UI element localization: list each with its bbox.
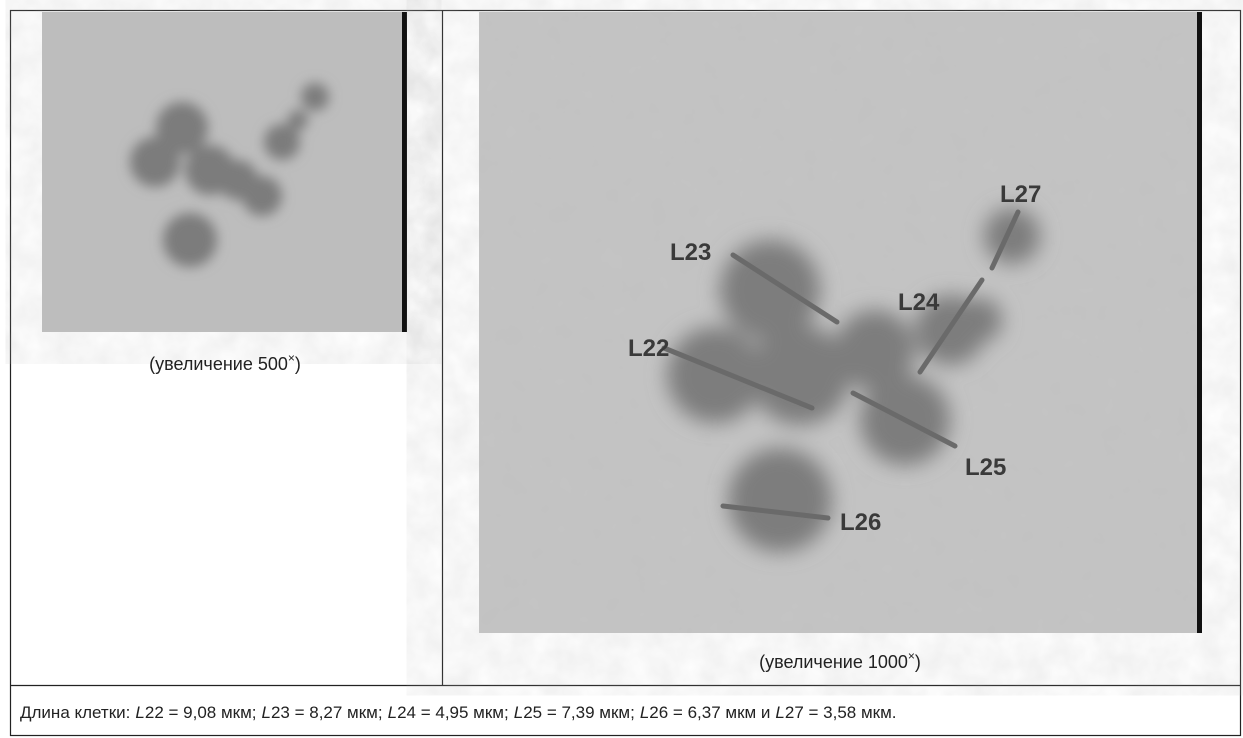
measure-label: L24: [898, 289, 940, 316]
footer-value: 24 = 4,95 мкм;: [397, 703, 509, 722]
footer-symbol: L: [514, 703, 523, 722]
caption-sup: ×: [908, 649, 915, 663]
footer-symbol: L: [135, 703, 144, 722]
measure-label: L22: [628, 335, 669, 362]
micrograph-500: [42, 12, 407, 332]
caption-text: ): [295, 354, 301, 374]
footer-symbol: L: [388, 703, 397, 722]
caption-sup: ×: [288, 351, 295, 365]
caption-text: (увеличение 1000: [759, 652, 908, 672]
table-frame: [9, 9, 1242, 737]
footer-value: 22 = 9,08 мкм;: [145, 703, 257, 722]
footer-value: 25 = 7,39 мкм;: [523, 703, 635, 722]
measure-label: L25: [965, 454, 1006, 481]
measure-lines: [661, 209, 1021, 521]
caption-text: (увеличение 500: [149, 354, 288, 374]
caption-text: ): [915, 652, 921, 672]
measure-label: L27: [1000, 181, 1041, 208]
footer-intro: Длина клетки:: [20, 703, 130, 722]
measure-label: L26: [840, 509, 881, 536]
measure-label: L23: [670, 239, 711, 266]
footer-symbol: L: [775, 703, 784, 722]
caption: (увеличение 1000×): [759, 649, 921, 672]
measure-labels: L22 L23 L24 L25 L26 L27: [628, 181, 1041, 536]
footer: Длина клетки: L22 = 9,08 мкм; L23 = 8,27 м…: [20, 703, 897, 722]
footer-symbol: L: [640, 703, 649, 722]
footer-value: 23 = 8,27 мкм;: [271, 703, 383, 722]
caption: (увеличение 500×): [149, 351, 301, 374]
footer-value: 27 = 3,58 мкм.: [785, 703, 897, 722]
micrograph-1000: [479, 12, 1202, 633]
footer-symbol: L: [262, 703, 271, 722]
footer-value: 26 = 6,37 мкм и: [649, 703, 770, 722]
